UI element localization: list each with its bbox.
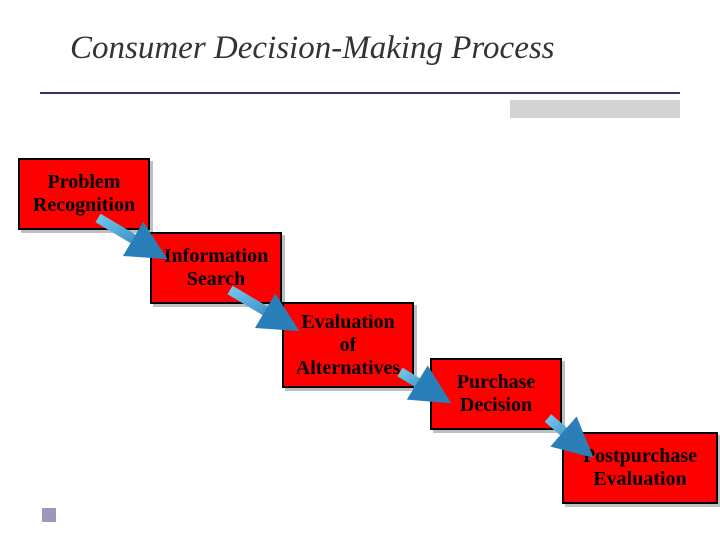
flow-node-problem-recognition: ProblemRecognition bbox=[18, 158, 150, 230]
page-title: Consumer Decision-Making Process bbox=[70, 30, 555, 67]
flow-node-label: InformationSearch bbox=[164, 245, 268, 291]
flow-node-postpurchase-evaluation: PostpurchaseEvaluation bbox=[562, 432, 718, 504]
flow-node-evaluation-alternatives: EvaluationofAlternatives bbox=[282, 302, 414, 388]
corner-accent bbox=[42, 508, 56, 522]
flow-node-purchase-decision: PurchaseDecision bbox=[430, 358, 562, 430]
title-underline bbox=[40, 92, 680, 94]
flow-node-label: ProblemRecognition bbox=[33, 171, 135, 217]
flow-node-label: PostpurchaseEvaluation bbox=[583, 445, 697, 491]
title-accent-bar bbox=[510, 100, 680, 118]
flow-node-information-search: InformationSearch bbox=[150, 232, 282, 304]
flow-node-label: EvaluationofAlternatives bbox=[296, 311, 400, 380]
flow-node-label: PurchaseDecision bbox=[457, 371, 536, 417]
